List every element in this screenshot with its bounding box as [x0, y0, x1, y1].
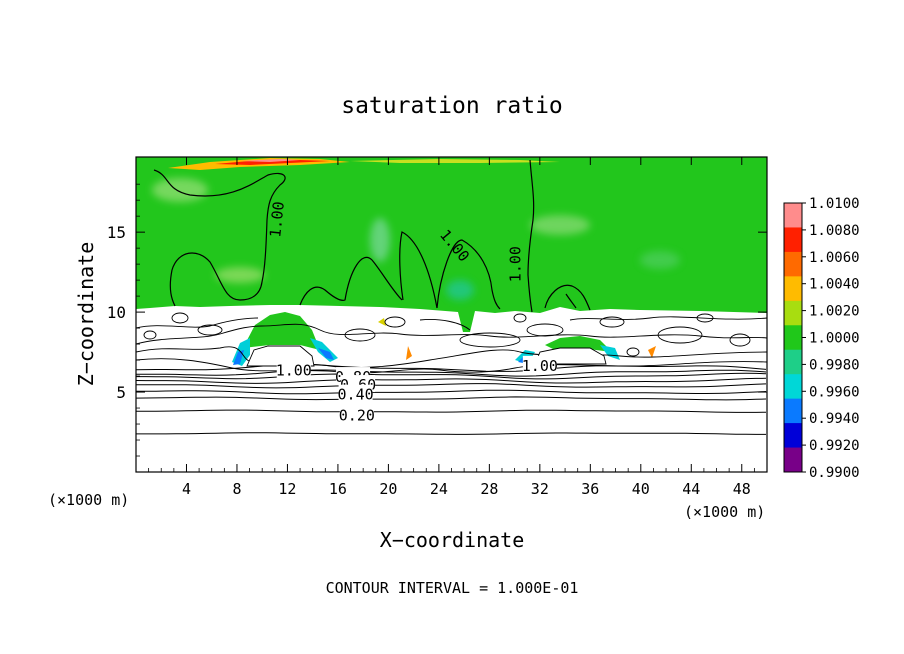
x-tick-label: 12: [278, 480, 296, 498]
colorbar-label: 1.0000: [809, 331, 860, 347]
colorbar-segment: [784, 423, 802, 449]
contour-level-line: [136, 369, 767, 377]
x-tick-label: 44: [682, 480, 700, 498]
contour-label: 0.20: [339, 406, 375, 424]
contour-level-line: [136, 372, 767, 380]
contour-level-line: [136, 432, 766, 435]
chart-title: saturation ratio: [341, 93, 563, 119]
colorbar-segment: [784, 398, 802, 424]
supersaturation-core: [215, 160, 330, 165]
upper-yellow-strip: [350, 159, 560, 163]
contour-label: 1.00: [522, 357, 558, 375]
x-tick-label: 8: [232, 480, 241, 498]
colorbar-label: 0.9980: [809, 357, 860, 373]
y-axis-label: Z−coordinate: [74, 242, 98, 387]
y-tick-label: 10: [107, 303, 126, 322]
cell-right-cyan-b: [600, 345, 620, 360]
cell-left-blue-b: [318, 348, 334, 360]
small-orange-patch: [406, 346, 412, 360]
x-tick-label: 48: [733, 480, 751, 498]
contour-label-bg: [339, 405, 374, 423]
colorbar-segment: [784, 374, 802, 400]
x-tick-label: 36: [581, 480, 599, 498]
cell-left-blue-a: [233, 350, 244, 365]
x-tick-label: 20: [379, 480, 397, 498]
colorbar-label: 1.0100: [809, 196, 860, 212]
small-yellow-patch: [378, 318, 386, 326]
contour-level-line: [136, 409, 767, 413]
x-tick-label: 24: [430, 480, 448, 498]
x-axis-label: X−coordinate: [380, 528, 525, 552]
colorbar-segment: [784, 447, 802, 473]
colorbar-segment: [784, 227, 802, 253]
contour-level-line: [136, 389, 767, 395]
lower-contours: [136, 363, 767, 435]
colorbar-segment: [784, 300, 802, 326]
x-tick-label: 4: [182, 480, 191, 498]
contour-level-line: [136, 396, 767, 401]
colorbar-label: 0.9900: [809, 465, 860, 481]
colorbar: 1.0100 1.0080 1.0060 1.0040 1.0020 1.0000 0.99…: [783, 196, 860, 481]
y-tick-label: 15: [107, 223, 126, 242]
y-tick-label: 5: [116, 383, 126, 402]
contour-interval-footer: CONTOUR INTERVAL = 1.000E-01: [326, 579, 579, 597]
y-axis: 5 10 15: [107, 183, 767, 457]
colorbar-segment: [784, 251, 802, 277]
colorbar-segment: [784, 276, 802, 302]
x-tick-label: 32: [531, 480, 549, 498]
contour-label-bg: [338, 384, 373, 402]
saturated-region: [136, 157, 767, 332]
colorbar-label: 0.9960: [809, 384, 860, 400]
colorbar-segment: [784, 349, 802, 375]
contour-label: 1.00: [276, 362, 312, 380]
cell-left-green: [243, 312, 320, 350]
contour-label: 1.00: [266, 201, 288, 239]
contour-label-bg: [522, 355, 557, 373]
x-axis: 4 8 12 16 20 24 28 32 36 40 44 48: [148, 157, 755, 498]
x-tick-label: 28: [480, 480, 498, 498]
contour-label: 1.00: [507, 246, 525, 282]
contour-labels: 1.001.001.001.001.000.800.600.400.20: [266, 201, 558, 425]
plot-area: 1.001.001.001.001.000.800.600.400.20: [136, 157, 767, 472]
colorbar-segment: [784, 203, 802, 228]
upper-contours: [153, 159, 591, 313]
colorbar-label: 1.0040: [809, 277, 860, 293]
contour-level-line: [136, 383, 767, 389]
x-unit-right: (×1000 m): [684, 503, 765, 521]
colorbar-label: 1.0020: [809, 304, 860, 320]
contour-level-line: [136, 377, 767, 384]
colorbar-label: 0.9940: [809, 411, 860, 427]
colorbar-segment: [784, 325, 802, 351]
x-tick-label: 40: [632, 480, 650, 498]
small-orange-patch-b: [648, 346, 656, 358]
contour-label-bg: [276, 360, 311, 378]
colorbar-label: 0.9920: [809, 438, 860, 454]
x-tick-label: 16: [329, 480, 347, 498]
x-unit-left: (×1000 m): [48, 491, 129, 509]
colorbar-label: 1.0060: [809, 250, 860, 266]
supersaturation-edge: [240, 159, 300, 162]
contour-label: 0.40: [338, 386, 374, 404]
colorbar-label: 1.0080: [809, 223, 860, 239]
